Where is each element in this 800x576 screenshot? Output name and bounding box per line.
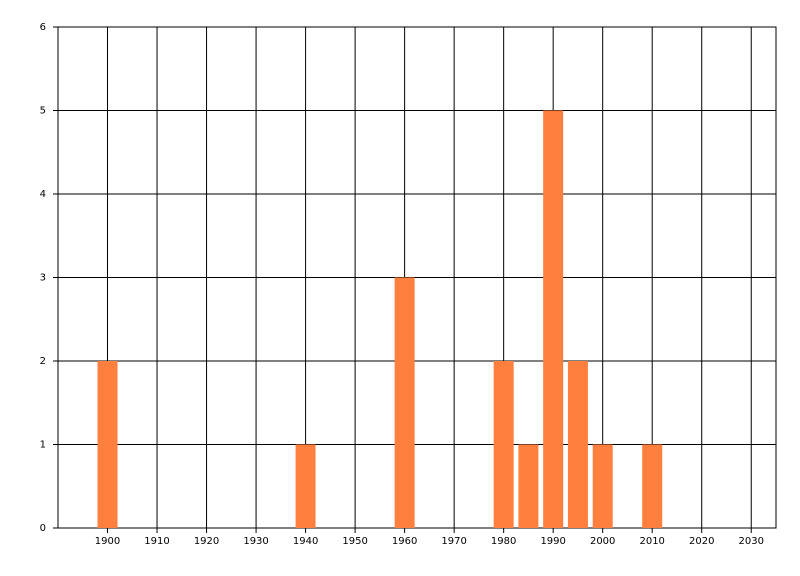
x-tick-label: 2020 bbox=[689, 536, 714, 547]
bar bbox=[295, 444, 316, 528]
x-tick-label: 1960 bbox=[392, 536, 417, 547]
y-tick-label: 0 bbox=[40, 523, 46, 534]
x-tick-label: 1950 bbox=[342, 536, 367, 547]
y-tick-label: 2 bbox=[40, 356, 46, 367]
bar bbox=[567, 361, 588, 528]
y-tick-label: 4 bbox=[40, 189, 46, 200]
x-tick-label: 1940 bbox=[293, 536, 318, 547]
x-tick-label: 1920 bbox=[194, 536, 219, 547]
y-tick-label: 3 bbox=[40, 273, 46, 284]
bar bbox=[543, 110, 564, 528]
y-tick-label: 1 bbox=[40, 440, 46, 451]
x-tick-label: 1980 bbox=[491, 536, 516, 547]
bar bbox=[592, 444, 613, 528]
bar bbox=[493, 361, 514, 528]
y-tick-label: 6 bbox=[40, 22, 46, 33]
y-tick-label: 5 bbox=[40, 106, 46, 117]
x-tick-label: 2030 bbox=[739, 536, 764, 547]
bar bbox=[97, 361, 118, 528]
bar bbox=[394, 277, 415, 528]
x-tick-label: 1930 bbox=[243, 536, 268, 547]
bar bbox=[642, 444, 663, 528]
x-tick-label: 1900 bbox=[95, 536, 120, 547]
x-tick-label: 1990 bbox=[540, 536, 565, 547]
x-tick-label: 1970 bbox=[441, 536, 466, 547]
x-tick-label: 2010 bbox=[639, 536, 664, 547]
x-tick-label: 2000 bbox=[590, 536, 615, 547]
bar bbox=[518, 444, 539, 528]
plot-frame bbox=[57, 26, 777, 529]
x-tick-label: 1910 bbox=[144, 536, 169, 547]
